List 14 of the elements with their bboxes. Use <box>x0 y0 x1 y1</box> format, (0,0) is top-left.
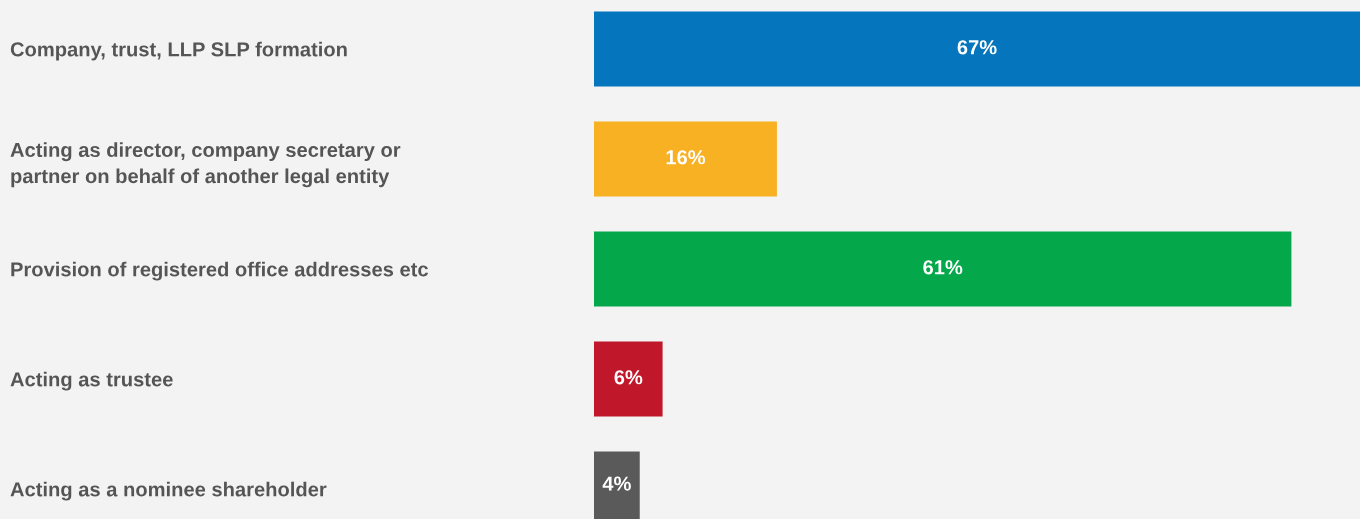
data-label: 61% <box>923 260 963 275</box>
data-label: 16% <box>666 150 706 165</box>
y-tick-label: Company, trust, LLP SLP formation <box>10 41 347 61</box>
bar <box>594 121 777 197</box>
data-label: 67% <box>957 40 997 55</box>
y-tick-label: Acting as director, company secretary or partner on behalf of another legal entity <box>10 142 401 188</box>
y-tick-label: Acting as a nominee shareholder <box>10 481 327 501</box>
bar <box>594 231 1292 307</box>
data-label: 4% <box>602 476 631 491</box>
y-tick-label: Acting as trustee <box>10 371 173 391</box>
y-tick-label: Provision of registered office addresses etc <box>11 261 428 281</box>
bar <box>594 341 663 417</box>
data-label: 6% <box>614 370 643 385</box>
bar <box>594 11 1360 87</box>
